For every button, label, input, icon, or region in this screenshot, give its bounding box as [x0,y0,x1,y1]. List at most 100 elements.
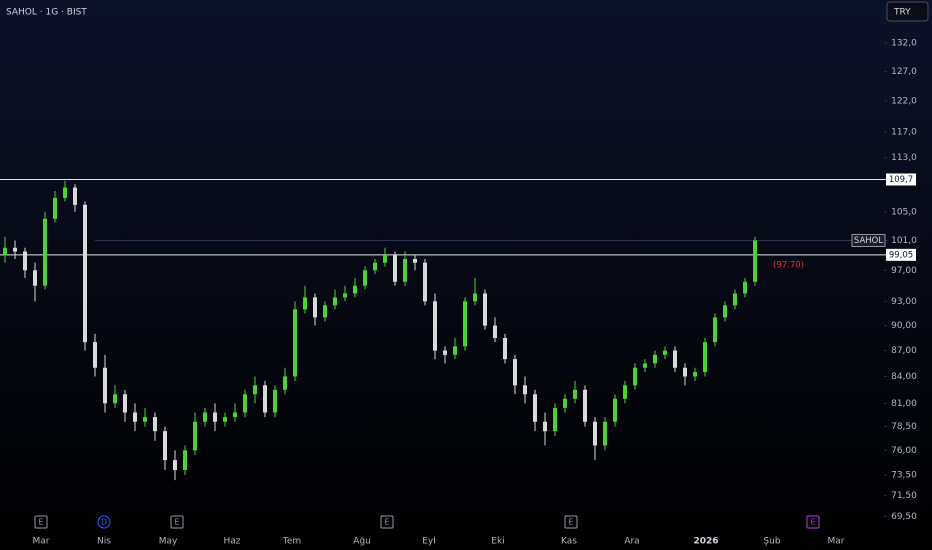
candle-body [743,281,747,294]
candle-body [603,421,607,446]
candle-body [713,317,717,343]
candle-body [83,204,87,343]
candle-body [663,350,667,355]
candle-body [33,270,37,286]
candle-body [173,460,177,471]
x-tick-label: Mar [828,537,845,547]
candle-body [723,305,727,318]
candle-body [193,421,197,451]
candle-body [653,354,657,364]
candle-body [463,301,467,347]
hline-label: 109,7 [889,175,913,185]
y-tick-label: 76,00 [891,446,917,456]
last-price-box [851,233,886,247]
candle-body [213,412,217,422]
hline-label: 99,05 [889,250,913,260]
candle-body [153,417,157,432]
candle-body [423,262,427,302]
candle-body [703,342,707,373]
x-tick-label: Nis [97,537,111,547]
candle-body [123,394,127,413]
candle-body [753,240,757,282]
y-tick-label: 90,00 [891,321,917,331]
hline-label-box [886,173,916,186]
candle-body [683,367,687,377]
y-tick-label: 93,00 [891,297,917,307]
y-tick-label: 113,0 [891,153,917,163]
y-tick-label: 101,0 [891,236,917,246]
y-tick-label: 69,50 [891,512,917,522]
candle-body [323,305,327,318]
annotation: (97.70) [773,260,804,270]
x-tick-label: 2026 [693,537,718,547]
y-tick-label: 132,0 [891,38,917,48]
candle-body [573,389,577,399]
candle-body [373,262,377,271]
x-tick-label: Şub [763,537,780,547]
candle-body [23,251,27,271]
y-tick-label: 122,0 [891,97,917,107]
candle-body [163,431,167,461]
y-tick-label: 97,00 [891,266,917,276]
x-tick-label: May [159,537,178,547]
candle-body [623,385,627,399]
candle-body [363,270,367,286]
candle-body [553,407,557,432]
candle-body [63,187,67,198]
candle-body [673,350,677,368]
candle-body [513,359,517,386]
currency-button[interactable] [886,1,929,22]
candle-body [53,197,57,219]
candle-body [243,394,247,413]
hline-label-box [886,248,916,261]
candle-body [183,450,187,471]
candle-body [403,258,407,282]
event-icon [806,515,820,529]
x-tick-label: Haz [223,537,240,547]
candle-body [563,398,567,408]
candle-body [143,417,147,422]
candle-body [133,412,137,422]
candle-body [733,293,737,306]
y-tick-label: 73,50 [891,471,917,481]
x-tick-label: Kas [561,537,577,547]
y-tick-label: 105,0 [891,207,917,217]
event-label: D [101,518,107,527]
y-tick-label: 87,00 [891,346,917,356]
candle-body [13,247,17,252]
x-tick-label: Ağu [353,537,371,547]
event-icon [170,515,184,529]
y-tick-label: 84,00 [891,372,917,382]
event-icon [34,515,48,529]
candle-body [613,398,617,422]
event-icon [380,515,394,529]
event-icon [564,515,578,529]
y-tick-label: 81,00 [891,399,917,409]
last-price-label: SAHOL [854,236,883,246]
candle-body [633,367,637,386]
event-label: E [385,518,390,527]
candle-body [333,297,337,306]
y-tick-label: 117,0 [891,127,917,137]
candle-body [43,218,47,286]
candle-body [223,417,227,422]
candle-body [203,412,207,422]
candle-body [93,342,97,368]
event-label: E [175,518,180,527]
x-tick-label: Eyl [422,537,436,547]
candle-body [503,337,507,360]
candle-body [343,293,347,298]
event-label: E [569,518,574,527]
candle-body [263,385,267,413]
currency-label[interactable]: TRY [893,8,911,18]
candle-body [523,385,527,395]
x-tick-label: Mar [33,537,50,547]
candle-body [293,309,297,377]
candle-body [283,376,287,390]
candle-body [393,255,397,282]
candle-body [443,350,447,355]
candle-body [353,285,357,294]
